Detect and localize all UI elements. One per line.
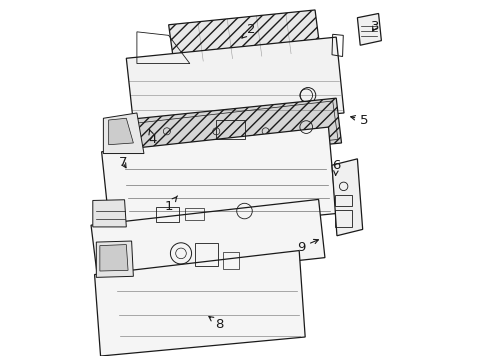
Polygon shape bbox=[100, 244, 128, 271]
Polygon shape bbox=[168, 10, 320, 64]
Text: 6: 6 bbox=[331, 159, 340, 176]
Text: 2: 2 bbox=[242, 23, 255, 38]
Text: 9: 9 bbox=[296, 239, 318, 253]
Polygon shape bbox=[93, 200, 126, 227]
Text: 5: 5 bbox=[350, 113, 368, 126]
Polygon shape bbox=[94, 251, 305, 356]
Bar bbox=[334, 195, 351, 206]
Polygon shape bbox=[103, 113, 143, 153]
Text: 4: 4 bbox=[148, 130, 157, 146]
Text: 1: 1 bbox=[164, 196, 177, 213]
Polygon shape bbox=[126, 37, 343, 132]
Polygon shape bbox=[102, 127, 336, 236]
Bar bbox=[223, 252, 239, 269]
Text: 8: 8 bbox=[208, 316, 224, 331]
Polygon shape bbox=[331, 159, 362, 236]
Bar bbox=[195, 243, 218, 266]
Bar bbox=[334, 210, 351, 227]
Bar bbox=[184, 207, 203, 220]
Polygon shape bbox=[108, 118, 133, 145]
Polygon shape bbox=[122, 98, 341, 164]
Bar bbox=[156, 207, 179, 222]
Text: 3: 3 bbox=[370, 20, 379, 33]
Polygon shape bbox=[91, 199, 324, 282]
Polygon shape bbox=[96, 241, 133, 277]
Text: 7: 7 bbox=[118, 156, 127, 169]
Polygon shape bbox=[357, 13, 381, 45]
